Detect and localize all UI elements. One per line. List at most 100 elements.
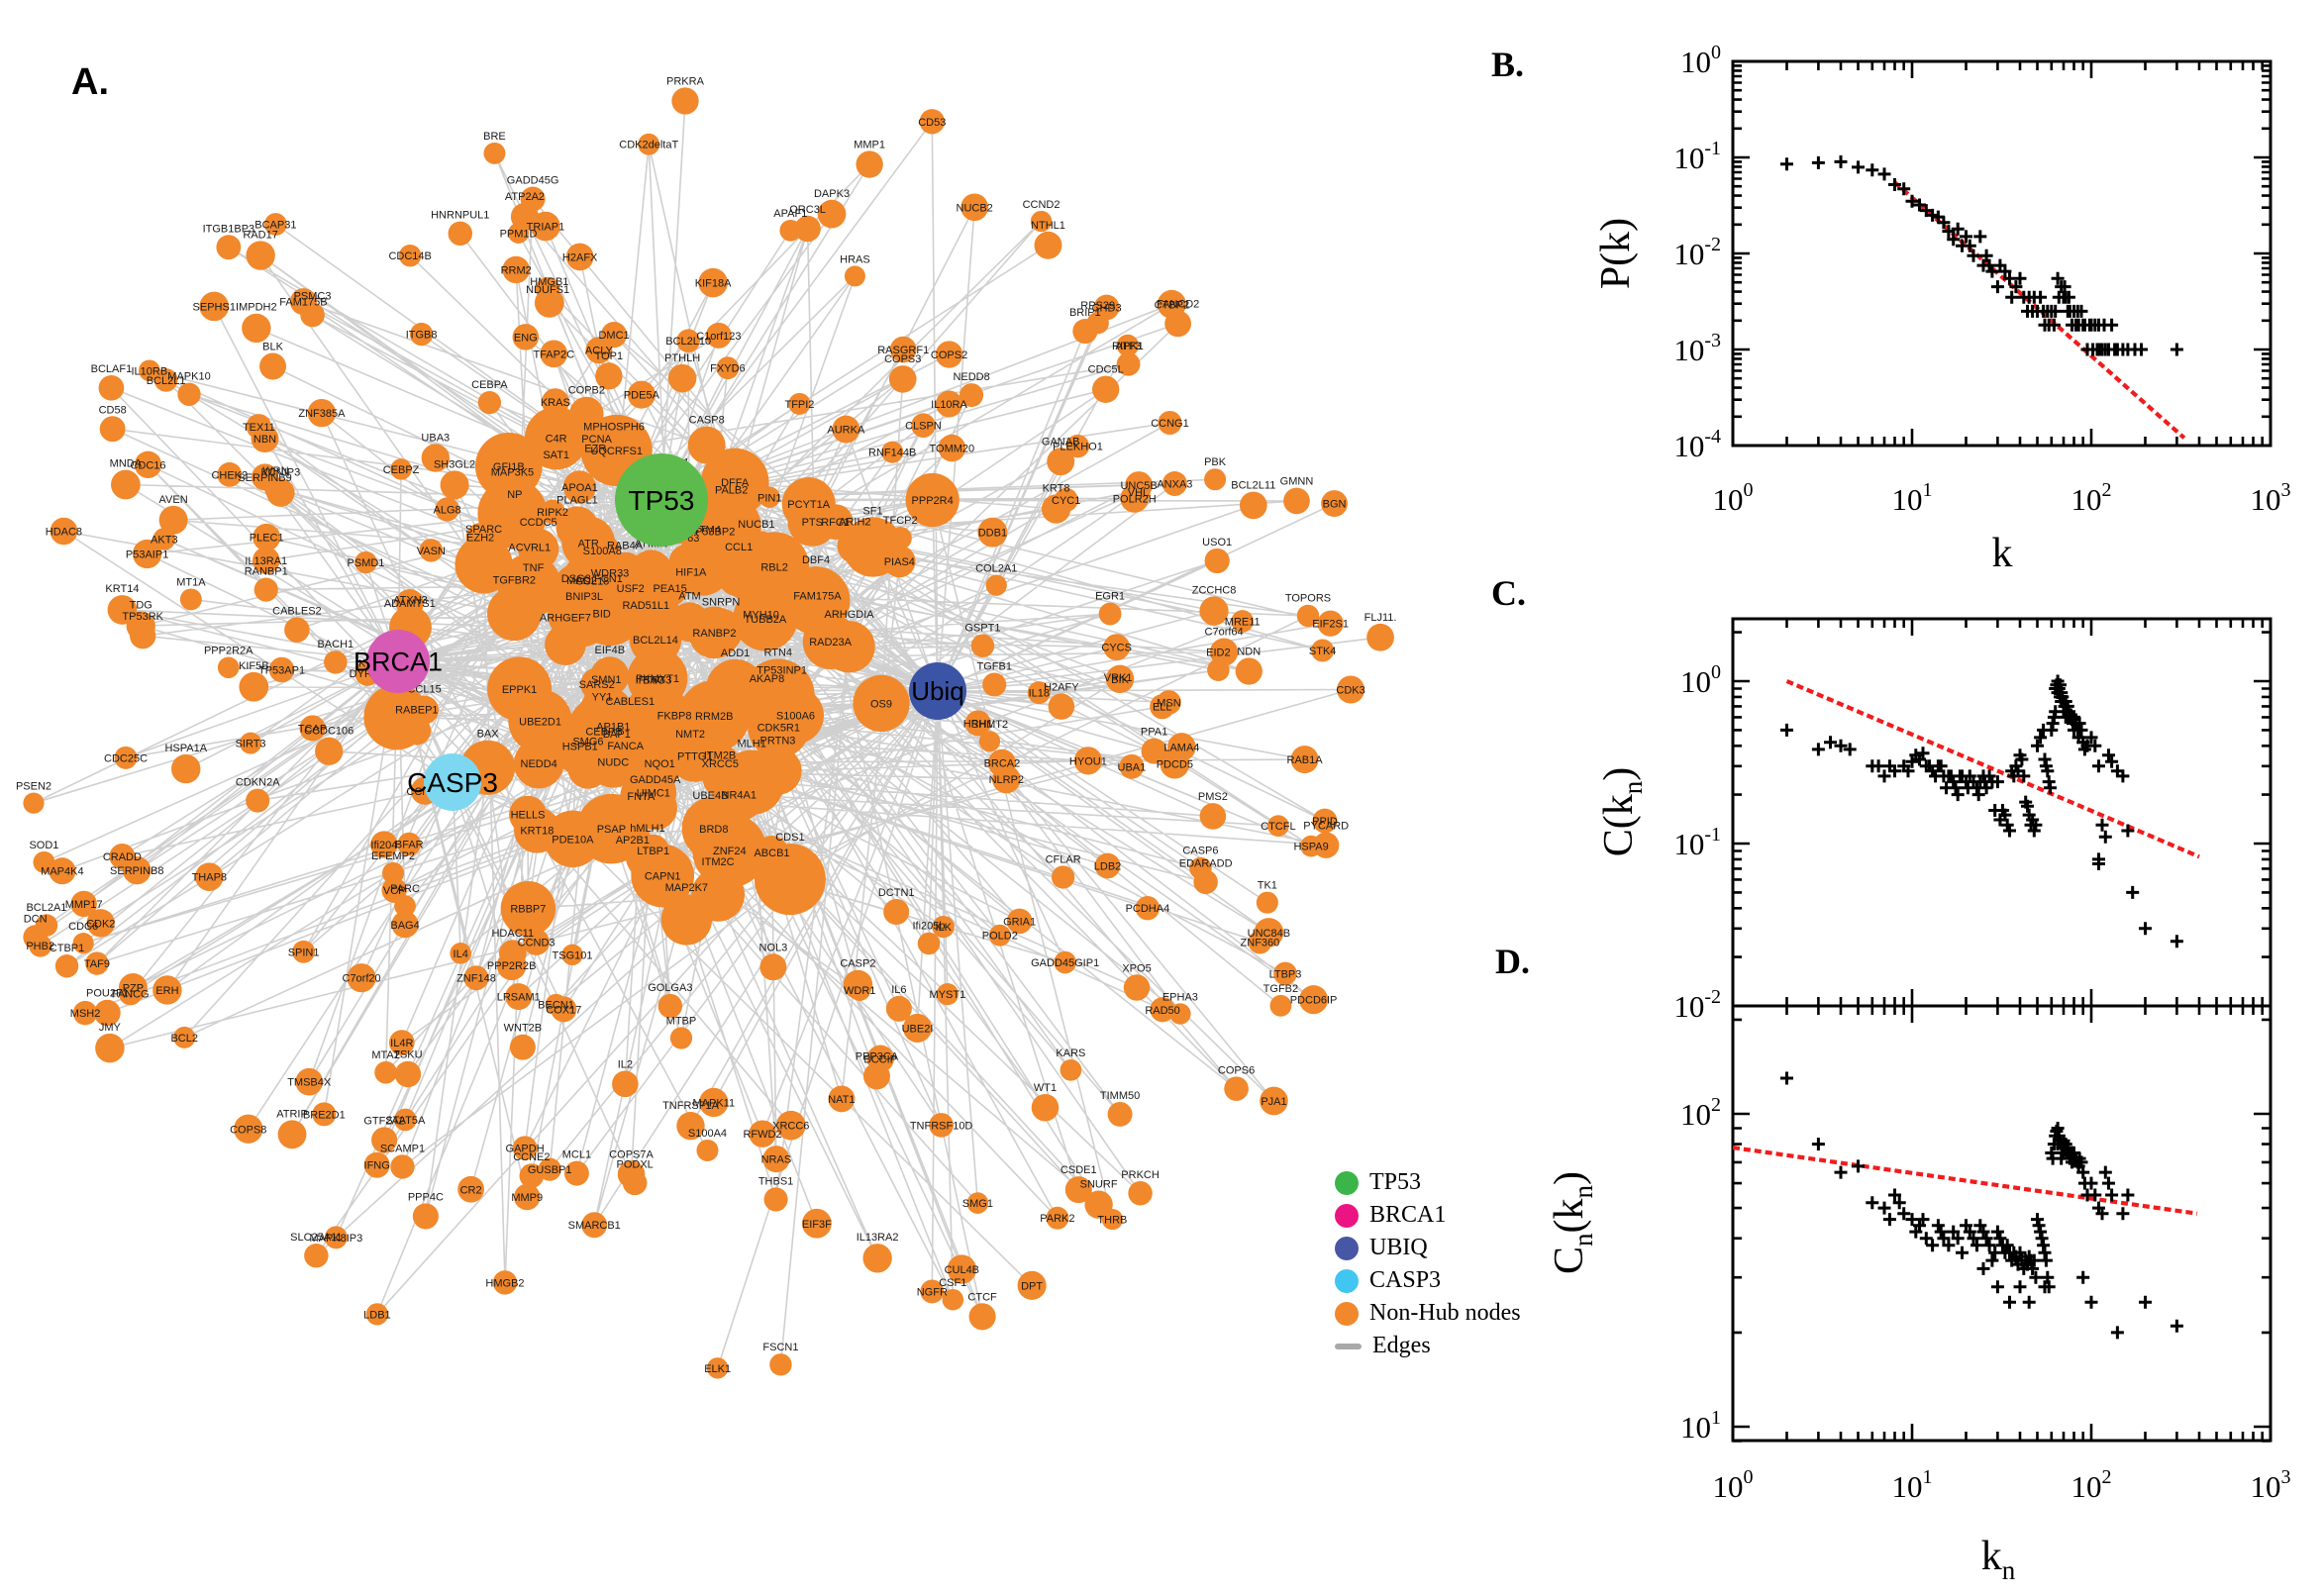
non-hub-node — [264, 476, 287, 500]
non-hub-node — [292, 940, 316, 963]
node-label: HMGB2 — [485, 1277, 524, 1289]
node-label: USO1 — [1202, 537, 1232, 549]
non-hub-node — [1160, 748, 1190, 779]
non-hub-node — [347, 963, 376, 993]
node-label: AURKA — [827, 425, 865, 437]
non-hub-node — [759, 953, 787, 981]
node-label: VASN — [417, 546, 446, 557]
plot-frame — [1731, 617, 2272, 1008]
node-label: RAD51L1 — [622, 600, 669, 612]
panel-d-plot: 102 101 100 101 102 103 Cn​(kn​) kn​ — [1547, 1004, 2291, 1585]
non-hub-node — [277, 1120, 307, 1149]
network-hubs: TP53 BRCA1 Ubiq CASP3 — [354, 453, 966, 811]
node-label: PIAS4 — [884, 556, 915, 568]
node-label: PODXL — [617, 1159, 654, 1171]
non-hub-node — [1065, 434, 1090, 458]
non-hub-node — [463, 965, 489, 991]
non-hub-node — [1260, 1086, 1288, 1116]
tick-label: 10-2 — [1673, 234, 1721, 271]
node-label: FNTA — [627, 791, 656, 803]
node-label: MAD2 — [566, 575, 597, 587]
non-hub-node — [696, 1139, 719, 1161]
non-hub-node — [1064, 1176, 1092, 1204]
non-hub-node — [259, 352, 287, 380]
non-hub-node — [705, 322, 732, 349]
non-hub-node — [457, 1175, 485, 1203]
non-hub-node — [252, 547, 280, 574]
node-label: STAT5A — [385, 1115, 426, 1127]
non-hub-node — [1248, 930, 1272, 954]
non-hub-node — [561, 944, 583, 966]
node-label: PBK — [1204, 456, 1227, 468]
node-label: NUCB1 — [738, 519, 774, 531]
non-hub-node — [371, 1127, 398, 1153]
node-label: NMT2 — [675, 729, 705, 741]
node-label: RNF144B — [868, 448, 916, 459]
non-hub-node — [883, 898, 910, 926]
non-hub-node — [538, 1157, 561, 1181]
non-hub-node — [374, 1060, 397, 1084]
axis-label: k — [1992, 531, 2013, 576]
non-hub-node — [217, 461, 243, 487]
node-label: WNT2B — [504, 1023, 543, 1035]
node-label: TGFB2 — [1263, 983, 1298, 995]
hub-node-ubiq — [909, 662, 966, 720]
node-label: IMPDH2 — [236, 302, 277, 314]
legend-item-label: TP53 — [1369, 1169, 1422, 1195]
non-hub-node — [762, 1146, 790, 1173]
node-label: LTBP1 — [637, 846, 669, 857]
node-label: MTA2 — [371, 1049, 400, 1061]
non-hub-node — [524, 406, 588, 470]
non-hub-node — [1098, 602, 1122, 626]
panel-d-label: D. — [1495, 942, 1530, 981]
node-label: SMG6 — [572, 736, 603, 748]
non-hub-node — [905, 472, 960, 528]
non-hub-node — [397, 832, 422, 856]
non-hub-node — [542, 440, 571, 469]
non-hub-node — [299, 715, 326, 742]
node-label: TRIAP1 — [527, 222, 565, 234]
node-label: DFFA — [721, 477, 750, 489]
non-hub-node — [381, 877, 407, 903]
axis-label: Cn​(kn​) — [1547, 1171, 1598, 1274]
node-label: H2AFX — [562, 251, 598, 263]
node-label: SNRPN — [702, 597, 741, 609]
node-label: GTF2A2 — [363, 1115, 405, 1127]
node-label: SMARCB1 — [568, 1220, 621, 1232]
non-hub-node — [474, 432, 543, 500]
node-label: PTS — [802, 517, 823, 529]
non-hub-node — [775, 1110, 806, 1141]
non-hub-node — [832, 415, 860, 444]
non-hub-node — [667, 363, 697, 393]
node-label: PIN1 — [758, 492, 781, 504]
node-label: GAPDH — [506, 1144, 545, 1155]
node-label: SCAMP1 — [380, 1143, 425, 1154]
non-hub-node — [398, 244, 422, 267]
node-label: SNURF — [1080, 1179, 1118, 1191]
node-label: USF2 — [617, 583, 645, 595]
node-label: RAD17 — [243, 229, 277, 241]
node-label: MYST1 — [930, 989, 966, 1001]
tick-label: 100 — [1680, 661, 1721, 699]
non-hub-node — [195, 862, 224, 891]
network-node-labels: TP53RKKIAA0087THAP8CDC14BDSG3NTHL1CEBPZV… — [16, 75, 1397, 1374]
node-label: ALG8 — [434, 504, 461, 516]
legend-item: CASP3 — [1335, 1267, 1521, 1293]
non-hub-node — [1311, 639, 1335, 662]
non-hub-node — [1141, 738, 1167, 764]
non-hub-node — [382, 861, 405, 884]
axis-ticks — [1731, 619, 2272, 1008]
node-label: PDCD5 — [1157, 759, 1193, 771]
node-label: CEBPB — [585, 727, 622, 739]
non-hub-node — [1207, 658, 1230, 682]
node-label: LTBP3 — [1269, 968, 1302, 980]
node-label: MCL1 — [562, 1149, 591, 1161]
non-hub-node — [391, 911, 419, 939]
node-label: MPHOSPH6 — [583, 422, 645, 434]
node-label: DCN — [24, 913, 48, 925]
node-label: PDCD6IP — [1290, 995, 1338, 1007]
legend-item-label: Edges — [1372, 1333, 1431, 1358]
node-label: COPB2 — [568, 385, 605, 397]
non-hub-node — [390, 458, 412, 480]
node-label: COPS7A — [609, 1148, 654, 1160]
